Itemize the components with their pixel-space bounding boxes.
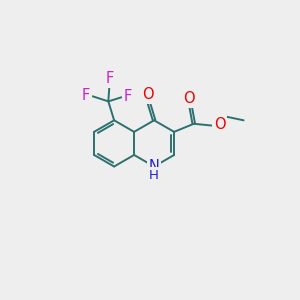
Text: O: O — [142, 87, 154, 102]
Text: H: H — [149, 169, 159, 182]
Text: F: F — [124, 89, 132, 104]
Text: O: O — [183, 91, 195, 106]
Text: F: F — [106, 71, 114, 86]
Text: O: O — [214, 117, 225, 132]
Text: N: N — [149, 159, 160, 174]
Text: F: F — [82, 88, 90, 103]
